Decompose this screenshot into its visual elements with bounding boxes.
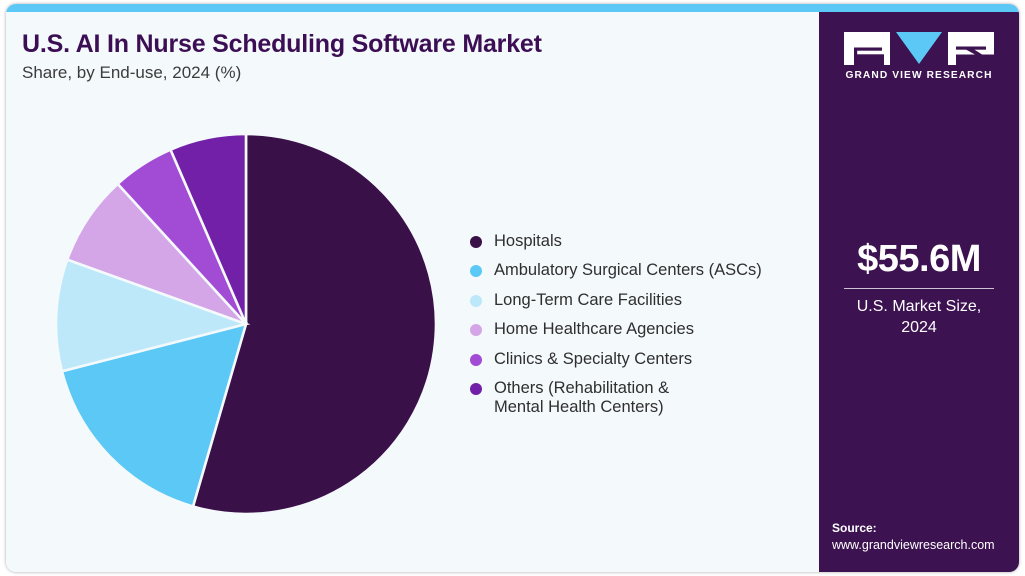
source-url[interactable]: www.grandviewresearch.com [832, 537, 995, 552]
legend-swatch-icon [470, 236, 482, 248]
gvr-logo: GRAND VIEW RESEARCH [819, 32, 1019, 81]
pie-slice-group [54, 132, 438, 516]
legend-item[interactable]: Hospitals [470, 232, 800, 250]
legend-item[interactable]: Home Healthcare Agencies [470, 320, 800, 338]
brand-sidebar: GRAND VIEW RESEARCH $55.6M U.S. Market S… [819, 12, 1019, 572]
pie-slice[interactable] [168, 132, 248, 325]
chart-legend: Hospitals Ambulatory Surgical Centers (AS… [470, 232, 800, 427]
legend-item[interactable]: Clinics & Specialty Centers [470, 350, 800, 368]
market-size-label: U.S. Market Size, 2024 [856, 297, 982, 336]
legend-swatch-icon [470, 383, 482, 396]
legend-swatch-icon [470, 324, 482, 337]
callout-divider [844, 287, 994, 289]
pie-slice[interactable] [54, 257, 251, 373]
report-card: U.S. AI In Nurse Scheduling Software Mar… [6, 4, 1019, 572]
market-size-value: $55.6M [857, 238, 981, 280]
legend-swatch-icon [470, 294, 482, 307]
pie-chart [54, 132, 438, 516]
legend-label: Clinics & Specialty Centers [494, 349, 693, 368]
page-subtitle: Share, by End-use, 2024 (%) [22, 63, 242, 82]
legend-label: Long-Term Care Facilities [494, 290, 682, 309]
legend-swatch-icon [470, 353, 482, 366]
legend-label: Others (Rehabilitation & Mental Health C… [494, 379, 670, 416]
legend-label: Home Healthcare Agencies [494, 320, 694, 339]
source-label: Source: [832, 520, 877, 535]
gvr-logo-mark-icon [844, 32, 994, 65]
source-block: Source: www.grandviewresearch.com [832, 519, 1011, 555]
pie-chart-svg [54, 132, 438, 516]
legend-item[interactable]: Ambulatory Surgical Centers (ASCs) [470, 261, 800, 279]
legend-label: Ambulatory Surgical Centers (ASCs) [494, 261, 762, 280]
pie-slice[interactable] [65, 182, 247, 326]
legend-label: Hospitals [494, 232, 562, 250]
top-accent-bar [6, 4, 1019, 12]
legend-item[interactable]: Others (Rehabilitation & Mental Health C… [470, 379, 800, 416]
legend-swatch-icon [470, 265, 482, 278]
pie-slice[interactable] [191, 132, 438, 516]
page-title: U.S. AI In Nurse Scheduling Software Mar… [22, 30, 542, 58]
pie-slice[interactable] [60, 322, 248, 509]
market-size-callout: $55.6M U.S. Market Size, 2024 [819, 238, 1019, 338]
gvr-logo-text: GRAND VIEW RESEARCH [845, 70, 993, 81]
legend-item[interactable]: Long-Term Care Facilities [470, 291, 800, 309]
chart-panel: U.S. AI In Nurse Scheduling Software Mar… [6, 12, 819, 572]
